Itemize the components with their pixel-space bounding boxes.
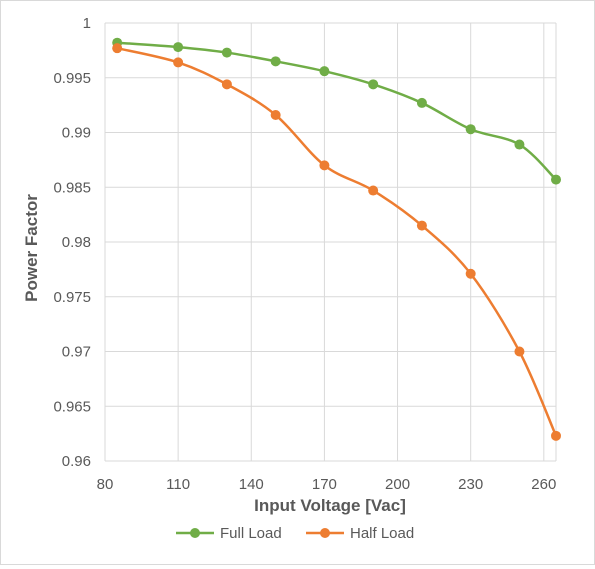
series-group: [112, 37, 561, 441]
y-tick-label: 0.99: [62, 125, 91, 142]
y-tick-label: 0.96: [62, 453, 91, 470]
data-point-half-load: [368, 185, 379, 196]
y-tick-label: 0.97: [62, 344, 91, 361]
x-axis-ticks: 80 110 140 170 200 230 260: [97, 476, 557, 493]
y-axis-title: Power Factor: [22, 194, 41, 302]
data-point-full-load: [221, 47, 232, 58]
data-point-full-load: [368, 79, 379, 90]
series-full-load: [112, 37, 561, 185]
legend-label: Half Load: [350, 525, 414, 542]
legend-label: Full Load: [220, 525, 282, 542]
y-axis-ticks: 0.96 0.965 0.97 0.975 0.98 0.985 0.99 0.995 1: [53, 15, 91, 470]
data-point-full-load: [416, 97, 427, 108]
x-tick-label: 110: [166, 476, 190, 493]
legend-swatch-marker: [190, 528, 200, 538]
data-point-half-load: [173, 57, 184, 68]
legend: Full Load Half Load: [176, 525, 414, 542]
data-point-half-load: [551, 430, 561, 441]
x-tick-label: 80: [97, 476, 114, 493]
y-tick-label: 1: [83, 15, 91, 32]
grid: [104, 22, 557, 462]
y-tick-label: 0.98: [62, 234, 91, 251]
data-point-half-load: [221, 79, 232, 90]
data-point-half-load: [416, 220, 427, 231]
legend-swatch-marker: [320, 528, 330, 538]
legend-item-full-load: Full Load: [176, 525, 282, 542]
series-line-full-load: [117, 41, 557, 181]
legend-item-half-load: Half Load: [306, 525, 414, 542]
data-point-half-load: [270, 109, 281, 120]
y-tick-label: 0.995: [53, 70, 91, 87]
data-point-half-load: [465, 268, 476, 279]
x-tick-label: 260: [531, 476, 556, 493]
x-tick-label: 200: [385, 476, 410, 493]
x-axis-title: Input Voltage [Vac]: [254, 496, 406, 515]
y-tick-label: 0.985: [53, 179, 91, 196]
data-point-full-load: [173, 42, 184, 53]
data-point-full-load: [514, 139, 525, 150]
data-point-half-load: [319, 160, 330, 171]
series-line-half-load: [116, 46, 558, 437]
data-point-half-load: [514, 346, 525, 357]
data-point-half-load: [112, 43, 123, 54]
data-point-full-load: [270, 56, 281, 67]
x-tick-label: 230: [458, 476, 483, 493]
x-tick-label: 140: [239, 476, 264, 493]
series-half-load: [112, 43, 561, 441]
data-point-full-load: [465, 124, 476, 135]
y-tick-label: 0.975: [53, 289, 91, 306]
y-tick-label: 0.965: [53, 398, 91, 415]
data-point-full-load: [319, 66, 330, 77]
x-tick-label: 170: [312, 476, 337, 493]
data-point-full-load: [551, 174, 561, 185]
